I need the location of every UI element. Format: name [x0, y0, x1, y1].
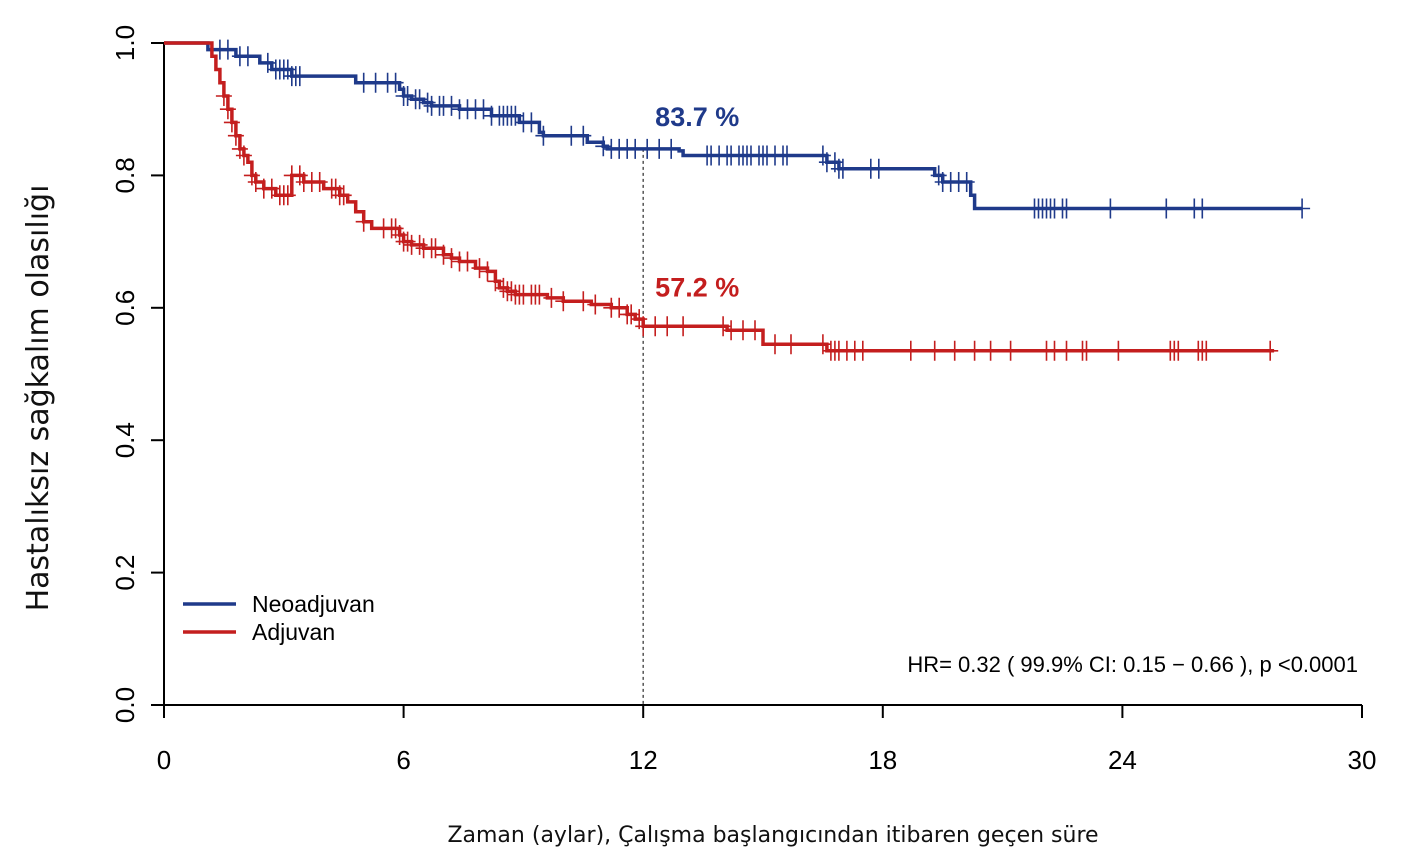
censor-mark [1198, 340, 1215, 361]
censor-mark [227, 125, 244, 146]
y-tick-label: 0.8 [110, 157, 140, 193]
censor-mark [355, 211, 372, 232]
censor-mark [575, 291, 592, 312]
censor-mark [595, 136, 612, 157]
legend-label: Adjuvan [252, 619, 335, 645]
censor-mark [479, 261, 496, 282]
censor-mark [435, 244, 452, 265]
survival-annotation: 57.2 % [655, 273, 739, 303]
censor-mark [215, 86, 232, 106]
censor-mark [623, 304, 640, 325]
censor-mark [1194, 198, 1211, 219]
censor-mark [1262, 340, 1279, 361]
censor-mark [503, 281, 520, 302]
text-layer: Hastalıksız sağkalım olasılığı Zaman (ay… [21, 102, 1358, 848]
censor-mark [531, 284, 548, 305]
series-layer [164, 39, 1311, 361]
censor-mark [543, 287, 560, 308]
censor-mark [555, 291, 572, 312]
x-tick-label: 12 [629, 745, 658, 775]
censor-mark [387, 72, 404, 93]
x-tick-label: 6 [396, 745, 410, 775]
censor-mark [523, 112, 540, 133]
censor-mark [1170, 340, 1187, 361]
hazard-ratio-text: HR= 0.32 ( 99.9% CI: 0.15 − 0.66 ), p <0… [907, 652, 1358, 677]
censor-mark [411, 234, 428, 255]
censor-mark [1158, 198, 1175, 219]
censor-mark [982, 340, 999, 361]
censor-mark [1058, 340, 1075, 361]
censor-mark [783, 334, 799, 355]
censor-mark [663, 138, 680, 159]
legend-label: Neoadjuvan [252, 591, 375, 617]
censor-mark [966, 340, 983, 361]
y-tick-label: 0.2 [110, 555, 140, 591]
censor-mark [958, 172, 975, 192]
series-line-adjuvan [164, 41, 1275, 353]
censor-mark [443, 95, 460, 116]
censor-mark [715, 316, 732, 337]
censor-mark [219, 39, 236, 60]
censor-mark [495, 277, 512, 298]
censor-mark [779, 145, 795, 166]
y-tick-label: 0.6 [110, 290, 140, 326]
y-tick-label: 1.0 [110, 25, 140, 61]
censor-mark [575, 125, 592, 146]
x-tick-label: 30 [1348, 745, 1377, 775]
axes-layer: 0.0 0.2 0.4 0.6 0.8 1.0 0 6 12 18 24 30 [110, 25, 1376, 775]
censor-mark [659, 316, 676, 337]
censor-mark [747, 320, 763, 341]
censor-mark [902, 340, 919, 361]
x-tick-label: 18 [868, 745, 897, 775]
censor-mark [870, 158, 887, 179]
censor-mark [291, 66, 308, 87]
censor-mark [854, 340, 871, 361]
censor-mark [223, 112, 240, 133]
censor-mark [1102, 198, 1119, 219]
censor-mark [535, 125, 552, 146]
y-tick-label: 0.4 [110, 422, 140, 458]
censor-mark [946, 340, 963, 361]
censor-mark [443, 248, 460, 269]
censor-mark [235, 145, 252, 166]
censor-mark [834, 158, 851, 179]
censor-mark [335, 185, 352, 206]
censor-mark [399, 231, 416, 252]
y-tick-label: 0.0 [110, 687, 140, 723]
censor-mark [675, 316, 692, 337]
censor-mark [1002, 340, 1019, 361]
censor-mark [1058, 198, 1075, 219]
x-tick-label: 0 [157, 745, 171, 775]
censor-mark [1294, 198, 1311, 219]
censor-mark [419, 92, 436, 113]
censor-mark [459, 251, 476, 272]
censor-mark [1078, 340, 1095, 361]
censor-mark [411, 89, 428, 110]
censor-mark [587, 294, 604, 315]
censor-mark [471, 258, 488, 279]
censor-mark [279, 185, 296, 206]
survival-annotation: 83.7 % [655, 102, 739, 132]
censor-mark [311, 172, 328, 192]
censor-mark [767, 334, 783, 355]
y-axis-title: Hastalıksız sağkalım olasılığı [21, 185, 56, 612]
x-tick-label: 24 [1108, 745, 1137, 775]
censor-mark [219, 99, 236, 120]
censor-mark [399, 86, 416, 106]
censor-mark [1110, 340, 1127, 361]
x-axis-title: Zaman (aylar), Çalışma başlangıcından it… [447, 823, 1098, 848]
censor-mark [926, 340, 943, 361]
censor-mark [239, 46, 256, 67]
